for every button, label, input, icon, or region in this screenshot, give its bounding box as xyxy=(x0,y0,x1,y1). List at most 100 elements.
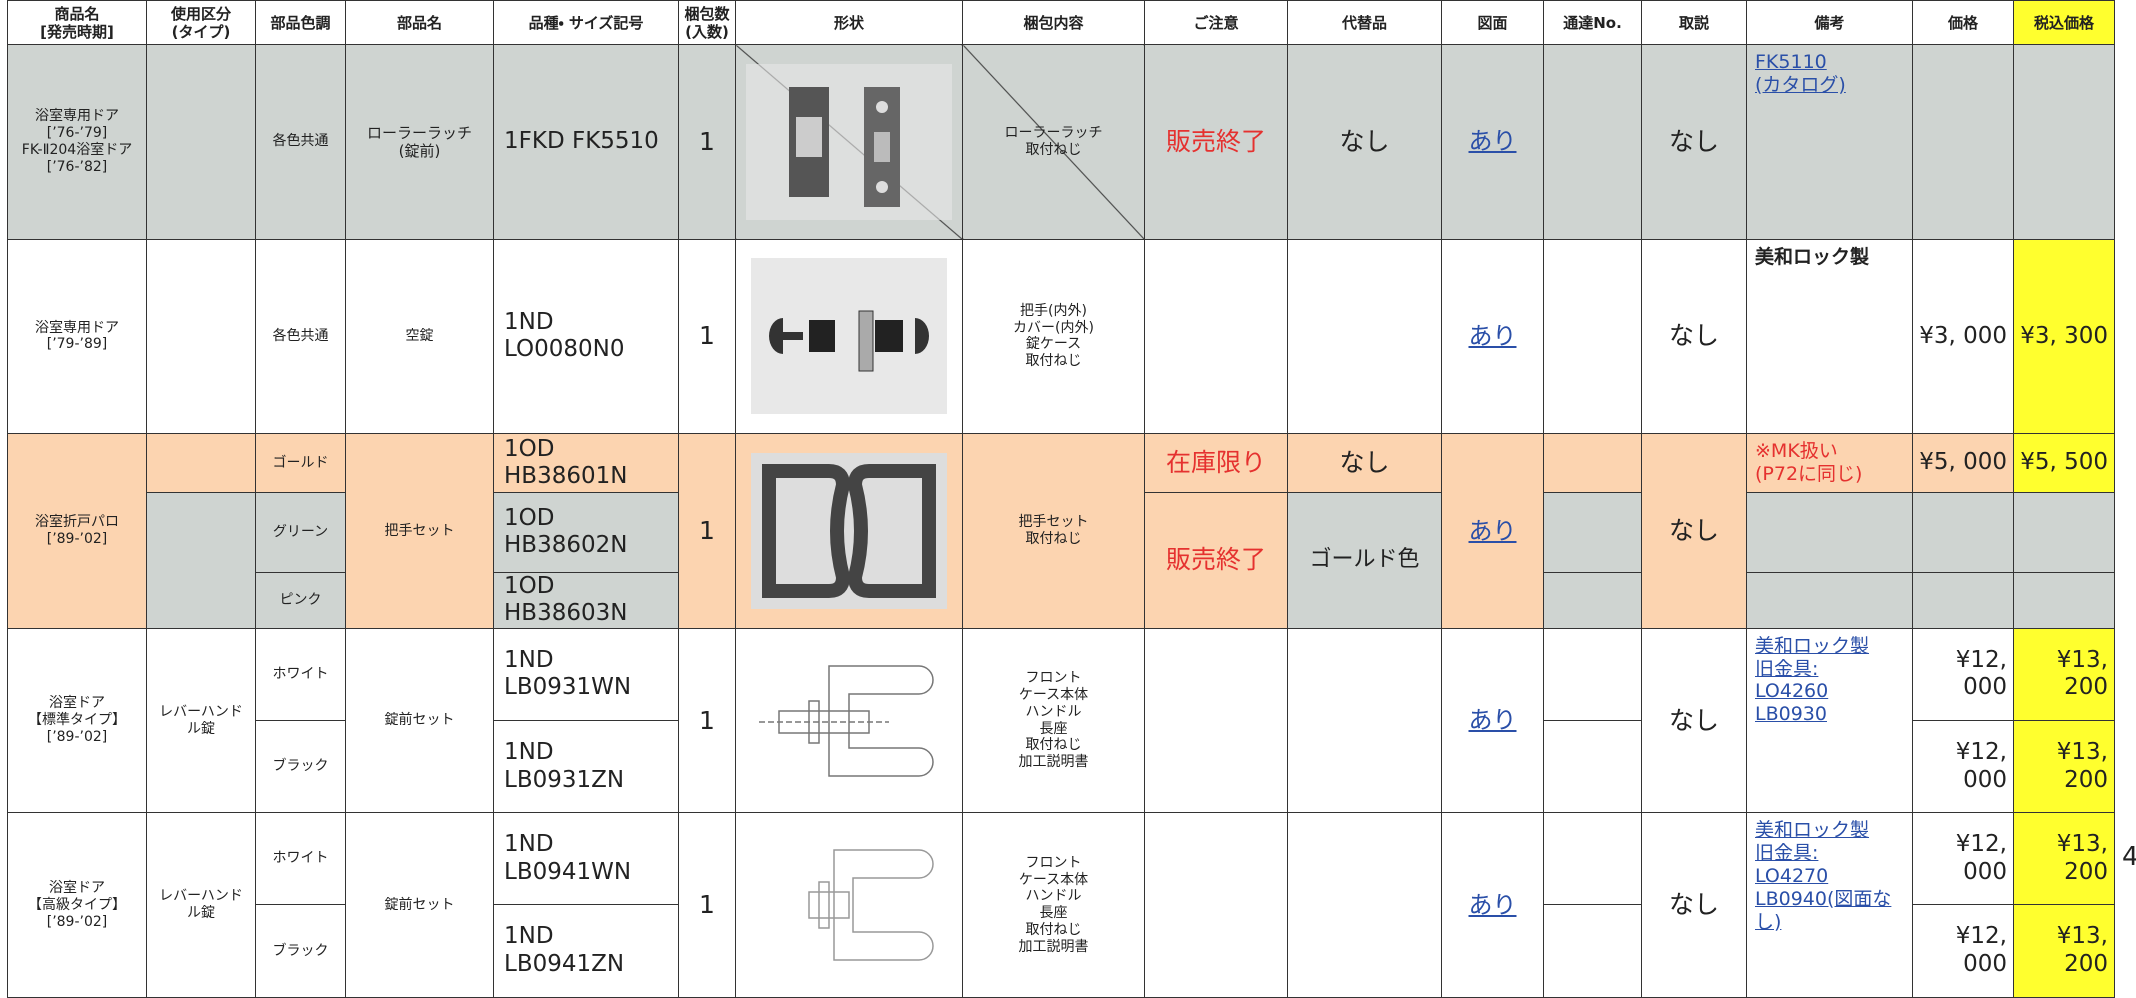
manual: なし xyxy=(1641,627,1747,814)
price: ¥5, 000 xyxy=(1912,433,2014,494)
product: 浴室専用ドア [’76-’79] FK-Ⅱ204浴室ドア [’76-’82] xyxy=(7,44,147,240)
shape xyxy=(735,238,963,435)
notice-no xyxy=(1543,627,1642,722)
page-body: 商品名 [発売時期] 使用区分 (タイプ) 部品色調 部品名 品種・ サイズ記号… xyxy=(7,0,2136,998)
part: 錠前セット xyxy=(345,627,494,814)
tax-price: ¥13, 200 xyxy=(2013,720,2115,814)
row: グリーン 1OD HB38602N 販売終了 ゴールド色 xyxy=(8,492,2115,629)
remarks: ※MK扱い (P72に同じ) xyxy=(1746,433,1913,494)
contents: フロント ケース本体 ハンドル 長座 取付ねじ 加工説明書 xyxy=(962,627,1145,814)
lever-image xyxy=(759,664,934,777)
remarks[interactable]: 美和ロック製 旧金具: LO4270 LB0940(図面なし) xyxy=(1746,812,1913,998)
code: 1ND LO0080N0 xyxy=(493,238,679,435)
part: ローラーラッチ (錠前) xyxy=(345,44,494,240)
type xyxy=(146,433,256,494)
row: 浴室折戸パロ [’89-’02] ゴールド 把手セット 1OD HB38601N… xyxy=(7,433,2115,629)
manual: なし xyxy=(1641,238,1747,435)
notice-no xyxy=(1543,904,1642,998)
drawing-link[interactable]: あり xyxy=(1468,127,1517,156)
tax-price: ¥13, 200 xyxy=(2013,627,2115,722)
contents: 把手(内外) カバー(内外) 錠ケース 取付ねじ xyxy=(962,238,1145,435)
drawing-link[interactable]: あり xyxy=(1468,321,1517,350)
color: ホワイト xyxy=(255,812,346,906)
header-cell: 図面 xyxy=(1441,0,1544,45)
remarks: 美和ロック製 xyxy=(1746,238,1913,435)
tax-price: ¥3, 300 xyxy=(2013,238,2115,435)
manual: なし xyxy=(1641,433,1747,629)
handle-image xyxy=(751,452,947,609)
drawing-cell: あり xyxy=(1441,44,1544,240)
color: 各色共通 xyxy=(255,238,346,435)
code: 1ND LB0931WN xyxy=(493,627,679,722)
price xyxy=(1912,571,2014,629)
part: 把手セット xyxy=(345,433,494,629)
note xyxy=(1144,812,1288,998)
code: 1ND LB0941ZN xyxy=(493,904,679,998)
note xyxy=(1144,238,1288,435)
header-cell: 使用区分 (タイプ) xyxy=(146,0,256,45)
manual: なし xyxy=(1641,44,1747,240)
drawing-cell: あり xyxy=(1441,627,1544,814)
color: ホワイト xyxy=(255,627,346,722)
page: parts table {"table": { "header": ["商品名\… xyxy=(7,0,2136,998)
code: 1OD HB38601N xyxy=(493,433,679,494)
header-cell: 価格 xyxy=(1912,0,2014,45)
shape xyxy=(735,44,963,240)
tax-price xyxy=(2013,44,2115,240)
tax-price: ¥13, 200 xyxy=(2013,812,2115,906)
code: 1OD HB38602N xyxy=(493,492,679,573)
substitute: ゴールド色 xyxy=(1287,492,1442,629)
product: 浴室折戸パロ [’89-’02] xyxy=(7,433,147,629)
drawing-link[interactable]: あり xyxy=(1468,516,1517,545)
substitute: なし xyxy=(1287,44,1442,240)
notice-no xyxy=(1543,571,1642,629)
type: レバーハンド ル錠 xyxy=(146,812,256,998)
substitute xyxy=(1287,238,1442,435)
drawing-cell: あり xyxy=(1441,812,1544,998)
row: ブラック 1ND LB0931ZN ¥12, 000 ¥13, 200 xyxy=(8,720,2115,814)
color: ブラック xyxy=(255,720,346,814)
contents: ローラーラッチ 取付ねじ xyxy=(962,44,1145,240)
qty: 1 xyxy=(678,433,736,629)
price xyxy=(1912,492,2014,573)
contents: 把手セット 取付ねじ xyxy=(962,433,1145,629)
drawing-cell: あり xyxy=(1441,433,1544,629)
notice-no xyxy=(1543,720,1642,814)
remarks xyxy=(1746,571,1913,629)
substitute xyxy=(1287,812,1442,998)
qty: 1 xyxy=(678,812,736,998)
drawing-link[interactable]: あり xyxy=(1468,706,1517,735)
page-number: 4 xyxy=(2122,842,2136,872)
note: 販売終了 xyxy=(1144,492,1288,629)
notice-no xyxy=(1543,44,1642,240)
row: 浴室ドア 【標準タイプ】 [’89-’02] レバーハンド ル錠 ホワイト 錠前… xyxy=(7,627,2115,814)
qty: 1 xyxy=(678,238,736,435)
header-cell: ご注意 xyxy=(1144,0,1288,45)
row: 浴室専用ドア [’76-’79] FK-Ⅱ204浴室ドア [’76-’82] 各… xyxy=(7,44,2115,240)
header-cell: 取説 xyxy=(1641,0,1747,45)
remarks xyxy=(1746,492,1913,573)
color: ゴールド xyxy=(255,433,346,494)
header-cell: 梱包内容 xyxy=(962,0,1145,45)
price: ¥12, 000 xyxy=(1912,812,2014,906)
drawing-cell: あり xyxy=(1441,238,1544,435)
product: 浴室ドア 【高級タイプ】 [’89-’02] xyxy=(7,812,147,998)
type: レバーハンド ル錠 xyxy=(146,627,256,814)
substitute: なし xyxy=(1287,433,1442,494)
contents: フロント ケース本体 ハンドル 長座 取付ねじ 加工説明書 xyxy=(962,812,1145,998)
remarks[interactable]: FK5110 (カタログ) xyxy=(1746,44,1913,240)
tax-price xyxy=(2013,571,2115,629)
header-cell: 部品名 xyxy=(345,0,494,45)
tax-price: ¥5, 500 xyxy=(2013,433,2115,494)
substitute xyxy=(1287,627,1442,814)
header-cell: 商品名 [発売時期] xyxy=(7,0,147,45)
drawing-link[interactable]: あり xyxy=(1468,890,1517,919)
note xyxy=(1144,627,1288,814)
qty: 1 xyxy=(678,627,736,814)
header-cell: 税込価格 xyxy=(2013,0,2115,45)
part: 空錠 xyxy=(345,238,494,435)
price: ¥12, 000 xyxy=(1912,627,2014,722)
tax-price: ¥13, 200 xyxy=(2013,904,2115,998)
row: 浴室ドア 【高級タイプ】 [’89-’02] レバーハンド ル錠 ホワイト 錠前… xyxy=(7,812,2115,998)
remarks[interactable]: 美和ロック製 旧金具: LO4260 LB0930 xyxy=(1746,627,1913,814)
